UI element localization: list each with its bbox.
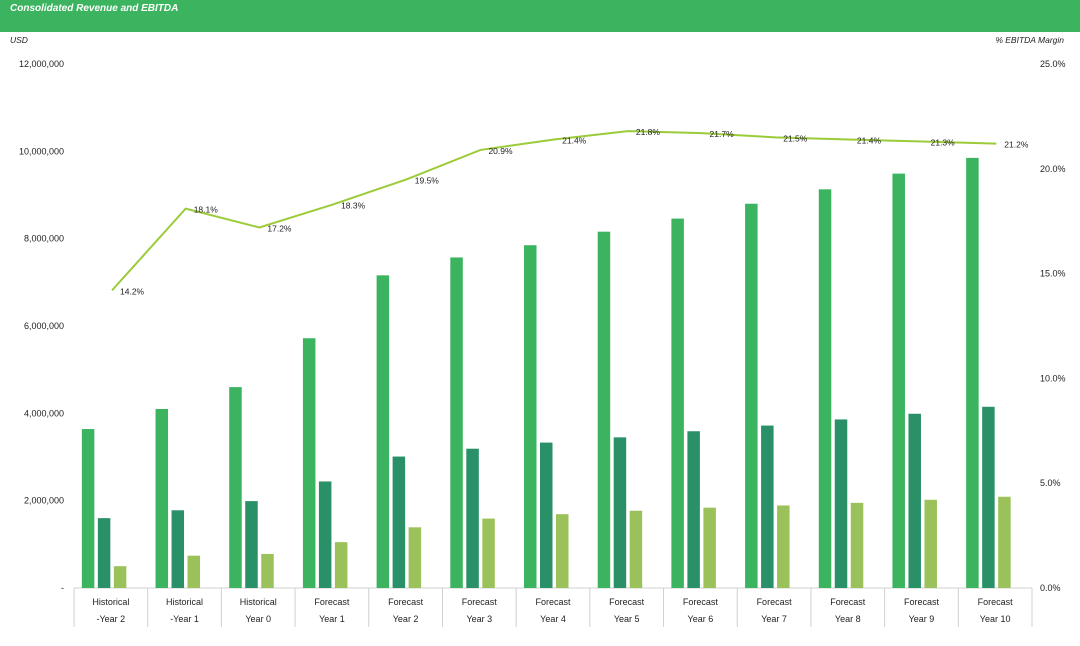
bar-series-1 <box>81 429 95 588</box>
bar-series-3 <box>998 496 1011 588</box>
right-axis-tick-label: 25.0% <box>1040 59 1066 69</box>
category-label-line1: Forecast <box>609 597 645 607</box>
bar-series-2 <box>392 456 406 588</box>
left-axis-tick-label: 8,000,000 <box>24 234 64 244</box>
bar-series-2 <box>245 501 258 588</box>
right-axis-tick-label: 0.0% <box>1040 583 1061 593</box>
category-label-line1: Forecast <box>757 597 793 607</box>
category-label-line1: Forecast <box>314 597 350 607</box>
bar-series-2 <box>466 448 479 588</box>
bar-series-1 <box>450 257 463 588</box>
category-label-line2: Year 3 <box>466 614 492 624</box>
bar-series-3 <box>777 505 790 588</box>
category-label-line2: -Year 1 <box>170 614 199 624</box>
category-label-line1: Forecast <box>904 597 940 607</box>
left-axis-tick-label: 12,000,000 <box>19 59 64 69</box>
category-label-line2: Year 9 <box>909 614 935 624</box>
bar-series-1 <box>818 189 832 588</box>
left-axis-unit: USD <box>10 35 28 45</box>
bar-series-1 <box>229 387 242 588</box>
bar-series-2 <box>908 413 921 588</box>
margin-data-label: 21.2% <box>1004 140 1029 150</box>
margin-data-label: 17.2% <box>267 223 292 233</box>
bar-series-1 <box>671 218 684 588</box>
bar-series-3 <box>924 499 937 588</box>
chart-title: Consolidated Revenue and EBITDA <box>10 3 179 14</box>
category-label-line1: Forecast <box>388 597 424 607</box>
category-label-line2: Year 6 <box>688 614 714 624</box>
margin-data-label: 21.5% <box>783 133 808 143</box>
bar-series-2 <box>982 406 995 588</box>
bar-series-3 <box>408 527 422 588</box>
bar-series-3 <box>629 510 643 588</box>
margin-data-label: 21.4% <box>857 135 882 145</box>
right-axis-tick-label: 10.0% <box>1040 373 1066 383</box>
margin-data-label: 21.4% <box>562 135 587 145</box>
category-label-line2: Year 2 <box>393 614 419 624</box>
left-axis-tick-label: 10,000,000 <box>19 146 64 156</box>
bar-series-3 <box>556 514 569 588</box>
right-axis-tick-label: 5.0% <box>1040 478 1061 488</box>
margin-data-label: 21.3% <box>931 138 956 148</box>
left-axis-tick-label: 2,000,000 <box>24 496 64 506</box>
bar-series-2 <box>613 437 627 588</box>
category-label-line1: Forecast <box>683 597 719 607</box>
bar-series-1 <box>745 203 758 588</box>
margin-data-label: 14.2% <box>120 286 145 296</box>
bar-series-3 <box>850 502 864 588</box>
margin-data-label: 19.5% <box>415 175 440 185</box>
margin-data-label: 21.8% <box>636 127 661 137</box>
right-axis-unit: % EBITDA Margin <box>995 35 1064 45</box>
right-axis-tick-label: 15.0% <box>1040 269 1066 279</box>
category-label-line2: Year 0 <box>245 614 271 624</box>
margin-data-label: 21.7% <box>710 129 735 139</box>
right-axis-tick-label: 20.0% <box>1040 164 1066 174</box>
bar-series-2 <box>97 518 111 588</box>
ebitda-margin-line <box>111 130 997 292</box>
category-label-line1: Forecast <box>535 597 571 607</box>
bar-series-2 <box>687 431 700 588</box>
category-label-line1: Forecast <box>978 597 1014 607</box>
margin-data-label: 18.1% <box>194 205 219 215</box>
category-label-line2: Year 1 <box>319 614 345 624</box>
category-label-line2: -Year 2 <box>97 614 126 624</box>
bar-series-1 <box>524 245 537 588</box>
bar-series-1 <box>376 275 390 588</box>
category-label-line2: Year 4 <box>540 614 566 624</box>
bar-series-1 <box>966 157 979 588</box>
category-label-line1: Historical <box>166 597 203 607</box>
bar-series-3 <box>113 566 127 588</box>
left-axis-tick-label: 6,000,000 <box>24 321 64 331</box>
bar-series-2 <box>171 510 185 588</box>
bar-series-1 <box>302 338 316 588</box>
bar-series-1 <box>597 231 611 588</box>
bar-series-3 <box>703 507 716 588</box>
category-label-line1: Historical <box>240 597 277 607</box>
bar-series-2 <box>318 481 332 588</box>
margin-data-label: 18.3% <box>341 200 366 210</box>
category-label-line1: Historical <box>92 597 129 607</box>
bar-series-3 <box>334 542 348 588</box>
left-axis-tick-label: - <box>61 583 64 593</box>
margin-data-label: 20.9% <box>488 146 513 156</box>
category-label-line2: Year 7 <box>761 614 787 624</box>
bar-series-2 <box>834 419 848 588</box>
category-label-line2: Year 10 <box>980 614 1011 624</box>
left-axis-tick-label: 4,000,000 <box>24 408 64 418</box>
chart-header-bar: Consolidated Revenue and EBITDA <box>0 0 1080 32</box>
bar-series-2 <box>761 425 774 588</box>
bar-series-3 <box>261 553 274 588</box>
bar-series-2 <box>540 442 553 588</box>
bar-series-3 <box>187 555 201 588</box>
category-label-line1: Forecast <box>830 597 866 607</box>
bar-series-1 <box>155 408 169 588</box>
category-label-line2: Year 8 <box>835 614 861 624</box>
category-label-line2: Year 5 <box>614 614 640 624</box>
bar-series-1 <box>892 173 905 588</box>
bar-series-3 <box>482 518 495 588</box>
category-label-line1: Forecast <box>462 597 498 607</box>
